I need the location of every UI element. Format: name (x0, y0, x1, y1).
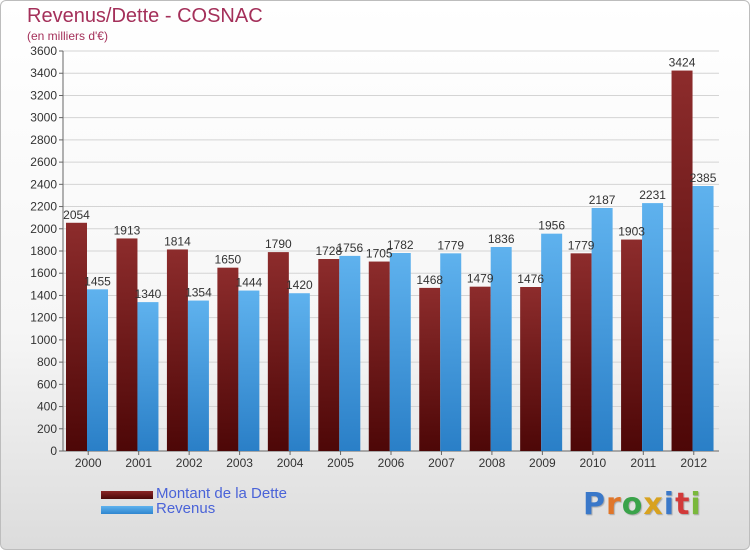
x-tick-label-2009: 2009 (529, 456, 556, 470)
data-label-revenus-2006: 1782 (387, 238, 414, 252)
data-label-dette-2001: 1913 (114, 223, 141, 237)
bar-dette-2005 (318, 259, 340, 451)
bar-revenus-2002 (187, 300, 209, 451)
y-tick-label: 3400 (30, 66, 57, 80)
y-tick-label: 200 (37, 422, 57, 436)
data-label-dette-2008: 1479 (467, 272, 494, 286)
bars (66, 70, 714, 452)
bar-revenus-2008 (490, 247, 512, 451)
y-tick-label: 800 (37, 355, 57, 369)
y-tick-label: 400 (37, 400, 57, 414)
y-tick-label: 1400 (30, 288, 57, 302)
data-label-revenus-2005: 1756 (336, 241, 363, 255)
x-tick-label-2008: 2008 (479, 456, 506, 470)
data-label-dette-2000: 2054 (63, 208, 90, 222)
bar-dette-2004 (267, 252, 289, 451)
data-label-revenus-2012: 2385 (690, 171, 717, 185)
data-label-revenus-2008: 1836 (488, 232, 515, 246)
x-tick-label-2012: 2012 (680, 456, 707, 470)
bar-dette-2010 (570, 253, 592, 451)
y-tick-label: 2000 (30, 222, 57, 236)
y-tick-label: 2400 (30, 177, 57, 191)
y-tick-label: 2800 (30, 133, 57, 147)
y-tick-label: 2200 (30, 200, 57, 214)
x-tick-label-2001: 2001 (125, 456, 152, 470)
data-label-dette-2007: 1468 (416, 273, 443, 287)
legend-swatch-revenus (101, 506, 153, 514)
chart-title: Revenus/Dette - COSNAC (27, 5, 263, 27)
x-tick-label-2007: 2007 (428, 456, 455, 470)
x-tick-label-2010: 2010 (579, 456, 606, 470)
y-tick-label: 0 (50, 444, 57, 458)
y-tick-label: 1200 (30, 311, 57, 325)
bar-dette-2012 (671, 70, 693, 452)
y-tick-label: 1600 (30, 266, 57, 280)
bar-revenus-2001 (137, 302, 159, 451)
bar-dette-2008 (469, 286, 491, 451)
data-label-dette-2002: 1814 (164, 234, 191, 248)
y-tick-label: 3000 (30, 111, 57, 125)
x-tick-label-2003: 2003 (226, 456, 253, 470)
legend-swatch-dette (101, 491, 153, 499)
bar-revenus-2004 (288, 293, 310, 451)
y-tick-label: 3600 (30, 44, 57, 58)
bar-revenus-2012 (692, 186, 714, 451)
bar-dette-2006 (368, 261, 390, 451)
bar-dette-2001 (116, 238, 138, 451)
data-label-dette-2006: 1705 (366, 247, 393, 261)
data-label-revenus-2003: 1444 (236, 276, 263, 290)
x-tick-label-2000: 2000 (75, 456, 102, 470)
bar-revenus-2011 (642, 203, 664, 451)
chart-subtitle: (en milliers d'€) (27, 29, 108, 43)
legend-label-dette: Montant de la Dette (156, 485, 287, 502)
y-tick-label: 3200 (30, 88, 57, 102)
y-tick-label: 2600 (30, 155, 57, 169)
y-tick-label: 1800 (30, 244, 57, 258)
data-label-dette-2011: 1903 (618, 225, 645, 239)
data-label-revenus-2000: 1455 (84, 274, 111, 288)
legend-label-revenus: Revenus (156, 500, 216, 517)
x-tick-label-2005: 2005 (327, 456, 354, 470)
bar-revenus-2000 (87, 289, 108, 451)
data-label-revenus-2001: 1340 (135, 287, 162, 301)
bar-revenus-2006 (389, 253, 411, 451)
data-label-revenus-2002: 1354 (185, 286, 212, 300)
data-label-revenus-2007: 1779 (437, 238, 464, 252)
y-tick-label: 1000 (30, 333, 57, 347)
data-labels: 2054 1455 1913 1340 1814 1354 1650 1444 1790 1420… (63, 56, 717, 302)
data-label-dette-2005: 1728 (315, 244, 342, 258)
x-tick-label-2004: 2004 (277, 456, 304, 470)
data-label-dette-2009: 1476 (517, 272, 544, 286)
bar-dette-2000 (66, 222, 87, 451)
bar-revenus-2009 (541, 233, 563, 451)
bar-dette-2003 (217, 267, 239, 451)
x-tick-label-2002: 2002 (176, 456, 203, 470)
data-label-dette-2010: 1779 (568, 238, 595, 252)
data-label-revenus-2004: 1420 (286, 278, 313, 292)
data-label-dette-2003: 1650 (215, 253, 242, 267)
x-tick-label-2011: 2011 (630, 456, 656, 470)
bar-dette-2002 (166, 249, 188, 451)
bar-revenus-2005 (339, 255, 361, 451)
bar-revenus-2007 (440, 253, 462, 451)
proxiti-logo: Proxiti (583, 487, 702, 522)
bar-dette-2009 (520, 287, 542, 451)
data-label-dette-2004: 1790 (265, 237, 292, 251)
bar-dette-2007 (419, 287, 441, 451)
axes: 0 200 400 600 800 1000 1200 1400 1600 1800 2000 220… (30, 44, 719, 470)
x-tick-label-2006: 2006 (378, 456, 405, 470)
bar-revenus-2010 (591, 208, 613, 451)
data-label-dette-2012: 3424 (669, 56, 696, 70)
y-tick-label: 600 (37, 377, 57, 391)
data-label-revenus-2010: 2187 (589, 193, 616, 207)
bar-dette-2011 (621, 239, 643, 451)
data-label-revenus-2011: 2231 (639, 188, 666, 202)
bar-revenus-2003 (238, 290, 260, 451)
data-label-revenus-2009: 1956 (538, 219, 565, 233)
